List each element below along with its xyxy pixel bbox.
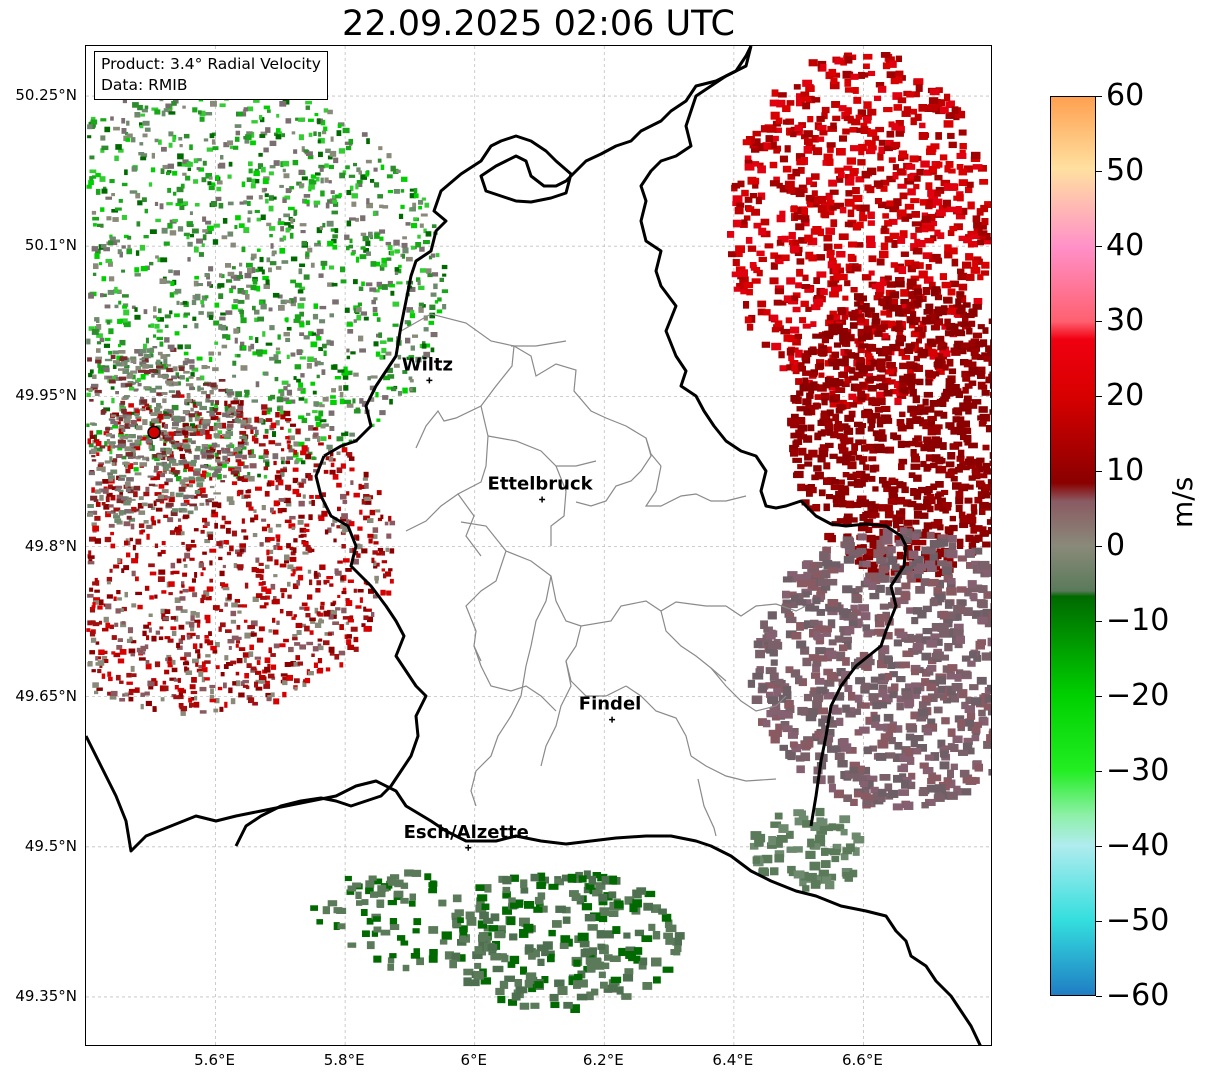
lat-tick-label: 49.65°N: [15, 686, 77, 705]
colorbar-tick-label: 40: [1106, 228, 1145, 263]
lat-tick-label: 50.25°N: [15, 86, 77, 105]
admin-borders: [400, 313, 807, 837]
city-label: Esch/Alzette: [404, 822, 529, 843]
colorbar-tick-label: −40: [1106, 828, 1170, 863]
city-label: Ettelbruck: [488, 473, 594, 494]
lat-tick-label: 49.95°N: [15, 386, 77, 405]
colorbar-tick-label: 50: [1106, 153, 1145, 188]
colorbar-tick-mark: [1096, 846, 1102, 847]
city-crosshair-icon: [465, 844, 472, 851]
colorbar-tick-mark: [1096, 96, 1102, 97]
colorbar-tick-label: −10: [1106, 603, 1170, 638]
colorbar-tick-label: 60: [1106, 78, 1145, 113]
city-marker: Esch/Alzette: [404, 822, 529, 851]
lon-tick-label: 5.8°E: [323, 1051, 365, 1069]
colorbar-tick-label: −60: [1106, 978, 1170, 1013]
lat-tick-label: 50.1°N: [24, 236, 77, 255]
colorbar-tick-mark: [1096, 321, 1102, 322]
colorbar-tick-mark: [1096, 621, 1102, 622]
colorbar-unit-label: m/s: [1166, 476, 1199, 528]
colorbar-tick-label: 30: [1106, 303, 1145, 338]
city-crosshair-icon: [539, 496, 546, 503]
map-canvas: Wiltz Ettelbruck Findel Esch/Alzette: [86, 46, 991, 1045]
info-box: Product: 3.4° Radial Velocity Data: RMIB: [94, 51, 328, 100]
city-crosshair-icon: [609, 716, 616, 723]
city-crosshair-icon: [426, 377, 433, 384]
lat-tick-label: 49.35°N: [15, 986, 77, 1005]
colorbar-tick-label: −50: [1106, 903, 1170, 938]
lon-tick-label: 6.4°E: [712, 1051, 754, 1069]
city-marker: Ettelbruck: [488, 473, 594, 503]
product-label: Product: 3.4° Radial Velocity: [101, 55, 321, 73]
colorbar-tick-mark: [1096, 771, 1102, 772]
colorbar-tick-mark: [1096, 396, 1102, 397]
colorbar-tick-mark: [1096, 246, 1102, 247]
colorbar-tick-label: 0: [1106, 528, 1126, 563]
city-label: Findel: [579, 694, 642, 715]
radar-echoes: [86, 52, 991, 1013]
city-marker: Wiltz: [402, 354, 453, 384]
colorbar-tick-label: −20: [1106, 678, 1170, 713]
lon-tick-label: 5.6°E: [194, 1051, 235, 1069]
lon-tick-label: 6.2°E: [582, 1051, 624, 1069]
country-border-lux: [86, 46, 982, 1045]
colorbar-tick-label: −30: [1106, 753, 1170, 788]
city-marker: Findel: [579, 694, 642, 723]
lat-tick-label: 49.8°N: [24, 536, 77, 555]
city-markers: Wiltz Ettelbruck Findel Esch/Alzette: [402, 354, 642, 851]
colorbar-tick-mark: [1096, 996, 1102, 997]
velocity-colorbar: [1050, 96, 1096, 996]
lon-tick-label: 6°E: [460, 1051, 487, 1069]
lon-tick-label: 6.6°E: [842, 1051, 883, 1069]
colorbar-tick-mark: [1096, 471, 1102, 472]
data-source-label: Data: RMIB: [101, 76, 188, 94]
colorbar-tick-label: 20: [1106, 378, 1145, 413]
map-title: 22.09.2025 02:06 UTC: [342, 4, 735, 44]
colorbar-tick-mark: [1096, 696, 1102, 697]
radar-map[interactable]: Wiltz Ettelbruck Findel Esch/Alzette: [85, 45, 992, 1046]
colorbar-tick-label: 10: [1106, 453, 1145, 488]
colorbar-tick-mark: [1096, 546, 1102, 547]
city-label: Wiltz: [402, 354, 453, 375]
lat-tick-label: 49.5°N: [24, 836, 77, 855]
colorbar-tick-mark: [1096, 921, 1102, 922]
national-borders: [234, 46, 753, 847]
colorbar-tick-mark: [1096, 171, 1102, 172]
radar-site-marker: [147, 425, 161, 440]
